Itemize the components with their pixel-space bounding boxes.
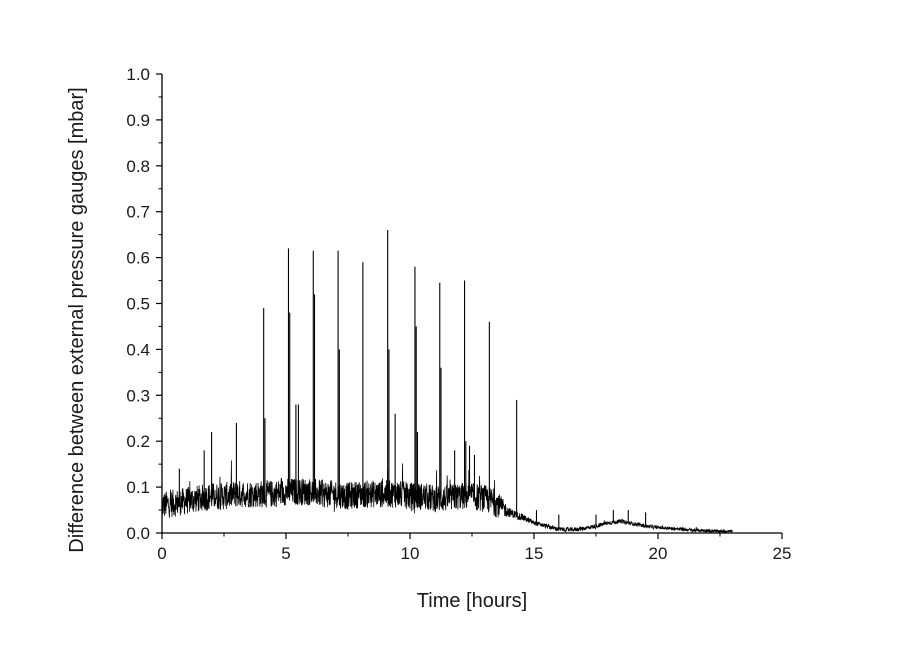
x-tick-label: 5: [281, 544, 290, 563]
y-tick-label: 0.2: [126, 432, 150, 451]
y-tick-label: 0.7: [126, 203, 150, 222]
x-tick-label: 0: [157, 544, 166, 563]
x-axis-title: Time [hours]: [417, 590, 527, 612]
tick-labels: 0 5 10 15 20 25 0.0 0.1 0.2 0.3 0.4 0.5 0.6 0.7 0.8 0.9…: [126, 65, 791, 563]
x-tick-label: 15: [525, 544, 544, 563]
y-tick-label: 0.5: [126, 295, 150, 314]
y-tick-label: 0.9: [126, 111, 150, 130]
axes: [156, 73, 783, 539]
y-axis-title: Difference between external pressure gau…: [66, 87, 88, 552]
y-tick-label: 0.4: [126, 340, 150, 359]
y-tick-label: 0.0: [126, 524, 150, 543]
series-line: [161, 460, 733, 534]
y-tick-label: 0.8: [126, 157, 150, 176]
y-tick-label: 1.0: [126, 65, 150, 84]
x-tick-label: 10: [401, 544, 420, 563]
y-tick-label: 0.3: [126, 386, 150, 405]
x-tick-label: 20: [649, 544, 668, 563]
plot-area: [161, 230, 733, 534]
y-tick-label: 0.1: [126, 478, 150, 497]
x-tick-label: 25: [773, 544, 792, 563]
y-tick-label: 0.6: [126, 249, 150, 268]
